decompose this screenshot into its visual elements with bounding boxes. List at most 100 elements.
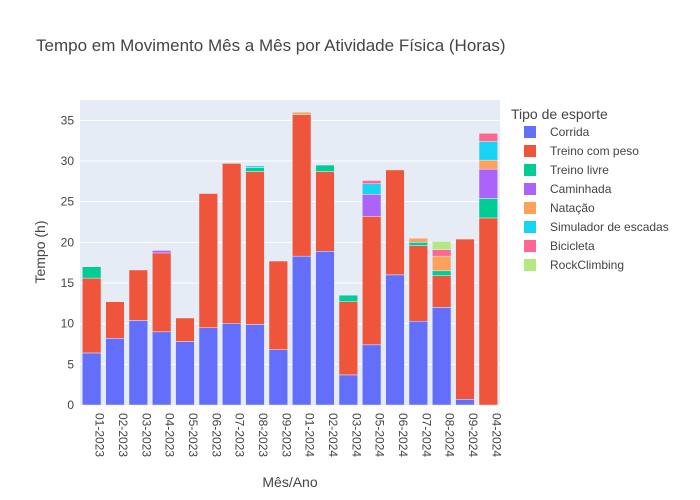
bar-segment: [245, 167, 265, 172]
bar-segment: [245, 165, 265, 168]
legend-swatch: [524, 221, 536, 233]
x-tick-label: 04-2024: [489, 413, 503, 457]
bar-segment: [198, 327, 218, 406]
x-tick-label: 05-2023: [186, 413, 200, 457]
bar-segment: [432, 249, 452, 257]
x-tick-label: 06-2023: [209, 413, 223, 457]
bar-segment: [432, 241, 452, 250]
bar-segment: [362, 344, 382, 406]
x-tick-label: 02-2024: [326, 413, 340, 457]
bar-segment: [245, 171, 265, 325]
bar-segment: [432, 275, 452, 308]
bar-segment: [432, 270, 452, 276]
x-tick-label: 04-2023: [163, 413, 177, 457]
y-axis-title: Tempo (h): [32, 220, 48, 283]
y-axis-ticks: 0 5 10 15 20 25 30 35: [61, 113, 75, 412]
y-tick-label: 15: [61, 276, 75, 290]
bar-segment: [408, 245, 428, 322]
bar-segment: [338, 301, 358, 376]
legend-item-label: Caminhada: [550, 182, 612, 196]
bar-segment: [268, 349, 288, 406]
bar-segment: [315, 171, 335, 252]
x-tick-label: 01-2023: [93, 413, 107, 457]
x-tick-label: 05-2024: [373, 413, 387, 457]
bar-segment: [432, 255, 452, 272]
legend-swatch: [524, 145, 536, 157]
chart-title: Tempo em Movimento Mês a Mês por Ativida…: [36, 36, 506, 55]
legend: Tipo de esporte Corrida Treino com peso Tr…: [511, 106, 669, 272]
x-tick-label: 08-2023: [256, 413, 270, 457]
bar-segment: [152, 250, 172, 254]
bar-segment: [128, 320, 148, 406]
bar-segment: [455, 399, 475, 406]
bar-segment: [432, 307, 452, 406]
bar-segment: [362, 180, 382, 185]
y-tick-label: 25: [61, 195, 75, 209]
bar-segment: [408, 320, 428, 406]
x-tick-label: 02-2023: [116, 413, 130, 457]
x-tick-label: 09-2023: [279, 413, 293, 457]
bar-segment: [292, 114, 312, 257]
y-tick-label: 20: [61, 235, 75, 249]
x-tick-label: 09-2024: [466, 413, 480, 457]
legend-swatch: [524, 240, 536, 252]
legend-title: Tipo de esporte: [511, 106, 608, 122]
y-tick-label: 35: [61, 113, 75, 127]
legend-swatch: [524, 164, 536, 176]
legend-item-label: Treino com peso: [550, 144, 639, 158]
y-tick-label: 30: [61, 154, 75, 168]
bar-segment: [198, 193, 218, 328]
bar-segment: [478, 217, 498, 406]
bar-segment: [408, 238, 428, 243]
legend-item-label: Corrida: [550, 125, 590, 139]
bar-segment: [82, 266, 102, 279]
x-axis-title: Mês/Ano: [262, 474, 317, 490]
plot-area: [80, 100, 500, 405]
x-tick-label: 03-2024: [349, 413, 363, 457]
bar-segment: [315, 251, 335, 406]
bar-segment: [222, 323, 242, 406]
x-tick-label: 03-2023: [139, 413, 153, 457]
bar-segment: [222, 163, 242, 324]
bar-segment: [478, 198, 498, 219]
bar-segment: [478, 133, 498, 142]
legend-swatch: [524, 259, 536, 271]
bar-segment: [455, 238, 475, 400]
bar-segment: [152, 252, 172, 333]
bar-segment: [105, 301, 125, 339]
x-axis-ticks: 01-2023 02-2023 03-2023 04-2023 05-2023 06-20…: [93, 413, 504, 457]
bars: [82, 111, 498, 406]
bar-segment: [268, 260, 288, 350]
bar-segment: [338, 294, 358, 302]
x-tick-label: 06-2024: [396, 413, 410, 457]
bar-segment: [82, 352, 102, 406]
bar-segment: [478, 141, 498, 161]
legend-swatch: [524, 126, 536, 138]
bar-segment: [408, 242, 428, 246]
legend-item-label: Treino livre: [550, 163, 609, 177]
bar-segment: [152, 331, 172, 406]
x-tick-label: 07-2023: [233, 413, 247, 457]
bar-segment: [385, 169, 405, 276]
y-tick-label: 0: [67, 398, 74, 412]
bar-segment: [338, 374, 358, 406]
legend-item-label: RockClimbing: [550, 258, 624, 272]
bar-segment: [175, 317, 195, 342]
bar-segment: [128, 269, 148, 321]
gridlines: [80, 119, 500, 365]
x-tick-label: 01-2024: [303, 413, 317, 457]
x-tick-label: 07-2024: [419, 413, 433, 457]
bar-segment: [362, 183, 382, 195]
bar-segment: [478, 168, 498, 199]
legend-item-label: Natação: [550, 201, 595, 215]
bar-segment: [292, 111, 312, 115]
bar-segment: [478, 159, 498, 170]
bar-segment: [82, 277, 102, 354]
bar-segment: [315, 164, 335, 172]
y-tick-label: 10: [61, 317, 75, 331]
bar-segment: [362, 216, 382, 346]
legend-swatch: [524, 183, 536, 195]
bar-segment: [175, 341, 195, 406]
bar-segment: [385, 274, 405, 406]
